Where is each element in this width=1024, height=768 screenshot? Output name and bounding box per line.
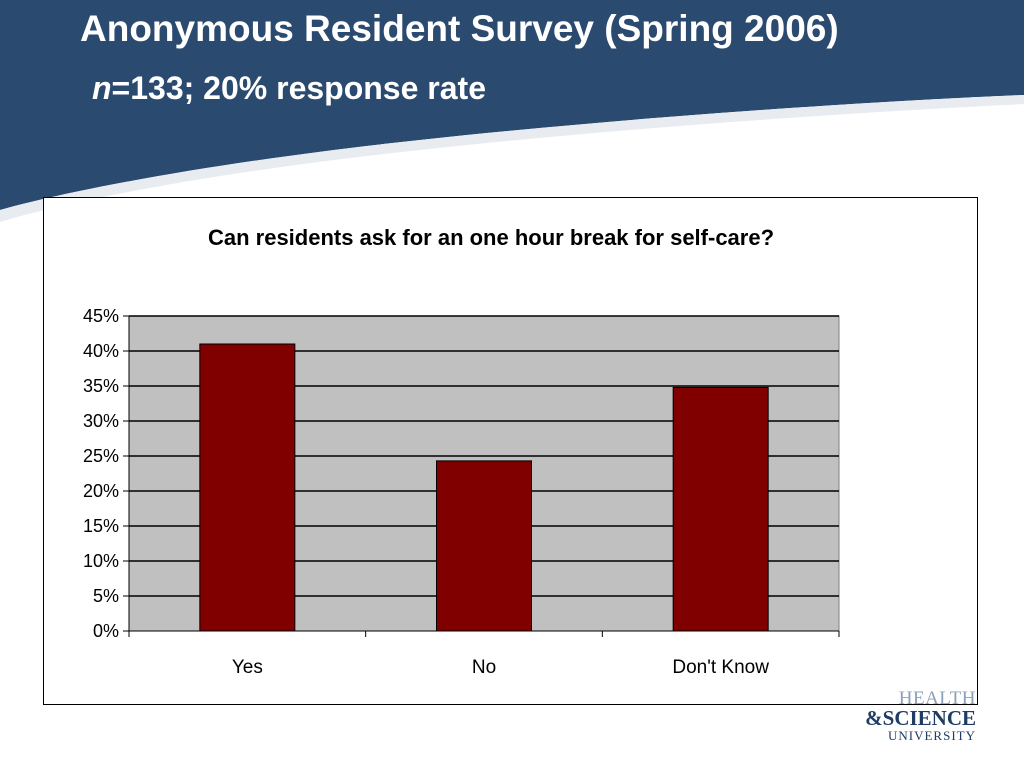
slide-subtitle: n=133; 20% response rate — [92, 70, 486, 107]
chart-frame: Can residents ask for an one hour break … — [43, 197, 978, 705]
x-tick-label: Don't Know — [672, 657, 769, 678]
y-tick-label: 25% — [83, 446, 119, 466]
logo-line-1: HEALTH — [898, 688, 976, 709]
bar — [199, 343, 296, 632]
logo-line-3: UNIVERSITY — [888, 728, 976, 743]
chart-title: Can residents ask for an one hour break … — [208, 225, 774, 250]
subtitle-n: n — [92, 70, 112, 106]
y-tick-label: 40% — [83, 341, 119, 361]
x-tick-label: Yes — [232, 657, 263, 678]
bar — [672, 386, 769, 632]
y-tick-label: 10% — [83, 551, 119, 571]
y-tick-label: 20% — [83, 481, 119, 501]
x-tick-label: No — [472, 657, 496, 678]
y-tick-label: 0% — [93, 621, 119, 641]
bar-chart: Can residents ask for an one hour break … — [83, 225, 840, 678]
subtitle-rest: =133; 20% response rate — [111, 70, 486, 106]
header-banner — [0, 0, 1024, 222]
y-tick-label: 15% — [83, 516, 119, 536]
university-logo: HEALTH &SCIENCE UNIVERSITY — [836, 688, 976, 750]
y-tick-label: 45% — [83, 306, 119, 326]
logo-line-2: &SCIENCE — [865, 706, 976, 730]
y-tick-label: 5% — [93, 586, 119, 606]
y-tick-label: 30% — [83, 411, 119, 431]
bar — [436, 460, 532, 632]
slide-title: Anonymous Resident Survey (Spring 2006) — [80, 8, 839, 49]
y-tick-label: 35% — [83, 376, 119, 396]
